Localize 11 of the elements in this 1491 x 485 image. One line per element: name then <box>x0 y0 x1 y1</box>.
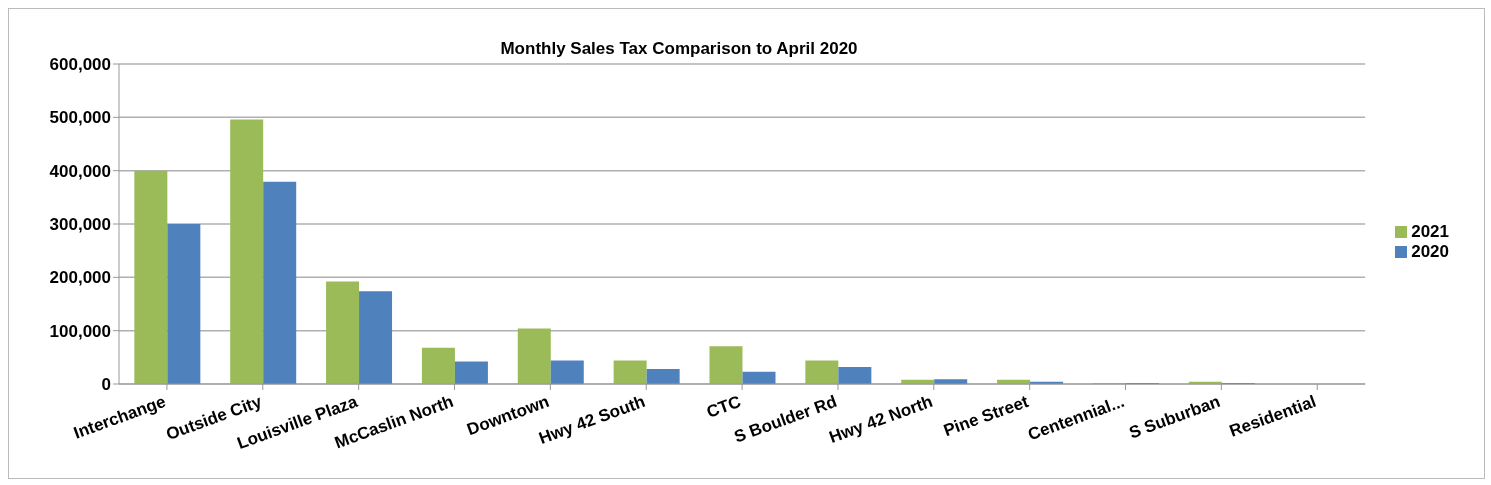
x-tick-label: CTC <box>704 391 744 422</box>
y-tick-label: 600,000 <box>49 55 111 75</box>
y-tick-label: 100,000 <box>49 321 111 341</box>
y-tick-label: 500,000 <box>49 108 111 128</box>
y-tick-label: 300,000 <box>49 215 111 235</box>
y-tick-label: 400,000 <box>49 161 111 181</box>
legend-label: 2021 <box>1411 221 1449 241</box>
chart-title: Monthly Sales Tax Comparison to April 2020 <box>500 39 858 58</box>
legend-label: 2020 <box>1411 241 1449 261</box>
y-tick-label: 0 <box>101 375 111 395</box>
y-tick-label: 200,000 <box>49 268 111 288</box>
